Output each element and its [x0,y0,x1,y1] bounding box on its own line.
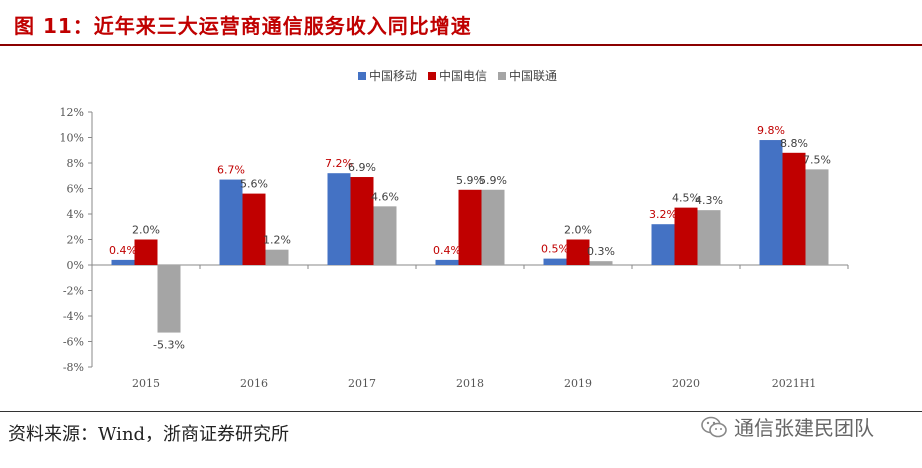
bar [805,169,829,265]
data-label: 0.5% [541,243,569,256]
bar [782,152,806,265]
data-label: 9.8% [757,124,785,137]
data-label: 2.0% [132,224,160,237]
data-label: 3.2% [649,208,677,221]
x-tick-label: 2017 [348,377,376,390]
y-tick-label: 4% [67,208,84,221]
legend-label: 中国联通 [509,68,557,83]
x-tick-label: 2021H1 [772,377,817,390]
bar [674,207,698,265]
legend-label: 中国移动 [369,68,417,83]
data-label: 6.9% [348,161,376,174]
x-tick-label: 2016 [240,377,268,390]
bar [327,173,351,265]
bar [350,177,374,265]
data-label: 0.3% [587,245,615,258]
x-tick-label: 2015 [132,377,160,390]
y-tick-label: 10% [60,132,84,145]
legend-swatch [428,72,436,80]
bar [157,265,181,333]
data-label: 7.2% [325,157,353,170]
bar [242,193,266,265]
figure-title: 图 11：近年来三大运营商通信服务收入同比增速 [14,14,472,38]
data-label: -5.3% [153,339,185,352]
title-divider [0,44,922,46]
bar [651,224,675,265]
data-label: 4.5% [672,192,700,205]
legend-swatch [358,72,366,80]
y-tick-label: -8% [63,361,84,374]
bar [458,189,482,265]
data-label: 7.5% [803,153,831,166]
bar [111,259,135,265]
y-tick-label: 0% [67,259,84,272]
data-label: 2.0% [564,224,592,237]
watermark-text: 通信张建民团队 [734,416,874,440]
bar [435,259,459,265]
y-tick-label: 8% [67,157,84,170]
bar [265,249,289,265]
bar [219,179,243,265]
data-label: 8.8% [780,137,808,150]
bar [589,261,613,265]
legend-label: 中国电信 [439,68,487,83]
y-tick-label: -4% [63,310,84,323]
data-label: 0.4% [109,244,137,257]
x-tick-label: 2018 [456,377,484,390]
footer-divider [0,411,922,412]
data-label: 1.2% [263,234,291,247]
bar [697,210,721,265]
data-label: 4.3% [695,194,723,207]
legend-swatch [498,72,506,80]
source-note: 资料来源：Wind，浙商证券研究所 [8,424,290,445]
x-tick-label: 2020 [672,377,700,390]
data-label: 4.6% [371,190,399,203]
bar-chart: -8% -6% -4% -2% 0% 2% 4% 6% 8% 10% 12% 0.4% 2.0% -5.3… [60,68,849,390]
y-tick-label: 2% [67,234,84,247]
data-label: 5.9% [456,174,484,187]
y-tick-label: -6% [63,336,84,349]
wechat-icon [701,416,727,437]
y-tick-label: 12% [60,106,84,119]
data-label: 5.6% [240,178,268,191]
data-label: 6.7% [217,164,245,177]
data-label: 5.9% [479,174,507,187]
bar [134,239,158,265]
bar [566,239,590,265]
bar [543,258,567,265]
bar [481,189,505,265]
data-label: 0.4% [433,244,461,257]
bar [759,140,783,265]
y-tick-label: 6% [67,183,84,196]
bar [373,206,397,265]
x-tick-label: 2019 [564,377,592,390]
watermark: 通信张建民团队 [700,412,874,441]
y-tick-label: -2% [63,285,84,298]
